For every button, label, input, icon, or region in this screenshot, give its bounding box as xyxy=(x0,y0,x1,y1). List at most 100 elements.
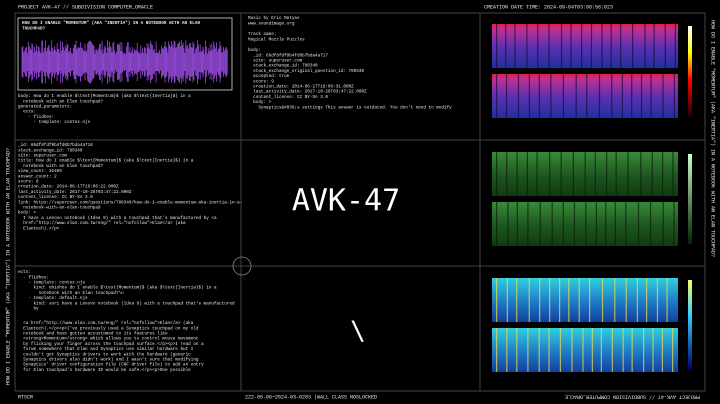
spec-stripe xyxy=(625,278,627,322)
text-line: Elantech).</p> xyxy=(18,226,60,231)
text-line: stack_exchange_id: 780340 xyxy=(18,148,83,153)
spec-stripe xyxy=(631,74,633,118)
spec-stripe xyxy=(538,328,540,372)
grid-frame xyxy=(14,12,706,392)
text-line: Music by Eric Matyas xyxy=(248,16,300,21)
spec-stripe xyxy=(538,74,540,118)
spec-stripe xyxy=(506,328,508,372)
question-title: HOW DO I ENABLE "MOMENTUM" (AKA "INERTIA… xyxy=(22,21,200,26)
text-line: Synaptics&#039;s settings This answer is… xyxy=(248,105,452,110)
text-line: href="http://www.elan.com.tw/eng/" rel="… xyxy=(18,221,186,226)
spec-stripe xyxy=(614,202,616,246)
spec-stripe xyxy=(585,202,587,246)
spec-stripe xyxy=(516,328,518,372)
colorbar xyxy=(688,26,692,116)
spec-stripe xyxy=(640,152,642,196)
spec-stripe xyxy=(610,24,612,68)
text-line: <strong>Momentum</strong> which allows y… xyxy=(18,337,199,342)
text-line: notebook with an Elan touchpad?\n xyxy=(18,291,124,296)
text-line: generated_parameters: xyxy=(18,105,72,110)
spec-stripe xyxy=(562,202,564,246)
spec-stripe xyxy=(560,24,563,68)
spec-stripe xyxy=(605,202,607,246)
text-line: - template: default.njs xyxy=(18,296,88,301)
spec-stripe xyxy=(582,328,584,372)
spec-stripe xyxy=(527,328,529,372)
spec-stripe xyxy=(614,278,616,322)
spec-stripe xyxy=(551,202,553,246)
spec-stripe xyxy=(560,152,562,196)
spec-stripe xyxy=(589,278,591,322)
spec-stripe xyxy=(496,328,498,372)
text-line: notebook and have gotten accustomed to i… xyxy=(18,332,168,337)
text-line: - flidhes: xyxy=(18,275,49,280)
spec-stripe xyxy=(646,278,648,322)
crosshair xyxy=(232,256,252,276)
text-line: view_count: 32469 xyxy=(18,169,62,174)
spec-stripe xyxy=(549,278,551,322)
spec-stripe xyxy=(496,278,498,322)
spec-stripe xyxy=(601,24,603,68)
spec-stripe xyxy=(631,328,633,372)
text-line: for Elan touchpad's hardware ID would be… xyxy=(18,368,191,373)
text-line: - flidhes: xyxy=(18,115,54,120)
text-line: accepted: true xyxy=(248,74,290,79)
spec-stripe xyxy=(621,74,623,118)
text-line: couldn't get Synaptics drivers to work w… xyxy=(18,352,191,357)
text-line: _id: 66df8fdf9b4fd6b7bda4a717 xyxy=(248,53,328,58)
spec-stripe xyxy=(506,152,508,196)
spec-stripe xyxy=(672,328,674,372)
side-right: HOW DO I ENABLE "MOMENTUM" (AKA "INERTIA… xyxy=(710,20,716,257)
spec-stripe xyxy=(662,152,664,196)
spec-stripe xyxy=(662,74,664,118)
spec-stripe xyxy=(640,74,643,118)
spec-stripe xyxy=(632,24,634,68)
footer-center: 222-05-06~2024-03-0203 |WALL CLASS NOSLO… xyxy=(245,394,377,400)
text-line: score: 8 xyxy=(18,180,39,185)
text-line: content_license: CC BY-SA 3.0 xyxy=(18,195,93,200)
text-line: _id: 66df8fdf9b4fd6b7bda4a716 xyxy=(17,143,93,148)
spec-stripe xyxy=(550,74,552,118)
spec-stripe xyxy=(496,202,498,246)
spectrogram xyxy=(492,278,678,322)
spec-stripe xyxy=(507,202,509,246)
waveform xyxy=(21,40,228,84)
spec-stripe xyxy=(598,74,601,118)
text-line: body: > xyxy=(18,211,36,216)
text-line: kind: sori have a Lenovo notebook (Idea … xyxy=(18,301,235,306)
text-line: notebook with an Elan touchpad? xyxy=(18,164,104,169)
spec-stripe xyxy=(622,328,624,372)
spec-stripe xyxy=(571,328,573,372)
spec-stripe xyxy=(672,152,674,196)
text-line: notebook with an Elan touchpad? xyxy=(18,99,104,104)
spec-stripe xyxy=(559,328,561,372)
spec-stripe xyxy=(578,278,580,322)
spec-stripe xyxy=(516,152,518,196)
spec-stripe xyxy=(600,328,602,372)
spec-stripe xyxy=(575,74,577,118)
spec-stripe xyxy=(606,152,608,196)
text-line: answer_count: 2 xyxy=(18,174,57,179)
text-line: - template: contex.njs xyxy=(18,120,91,125)
spec-stripe xyxy=(673,202,675,246)
text-line: stack_exchange_id: 780340 xyxy=(248,64,318,69)
spec-stripe xyxy=(591,328,593,372)
spectrogram xyxy=(492,328,678,372)
footer-right: PROJECT AVK-47 // SUBDIVISION COMPUTER_O… xyxy=(565,394,700,400)
footer-left: RTSCR xyxy=(18,394,33,400)
spec-stripe xyxy=(649,202,652,246)
spec-stripe xyxy=(506,278,508,322)
text-line: - template: contex.njs xyxy=(18,281,85,286)
spec-stripe xyxy=(539,278,541,322)
text-line: ectx: xyxy=(18,270,31,275)
text-line: creation_date: 2014-06-17T16:06:22.000Z xyxy=(18,185,119,190)
spec-stripe xyxy=(496,152,498,196)
text-line: creation_date: 2014-06-17T16:06:31.000Z xyxy=(248,85,354,90)
spec-stripe xyxy=(627,152,629,196)
spec-stripe xyxy=(650,74,652,118)
text-line: <a href="http://www.elan.com.tw/eng/" re… xyxy=(18,321,194,326)
spec-stripe xyxy=(595,202,597,246)
spec-stripe xyxy=(673,74,675,118)
spec-stripe xyxy=(496,74,498,118)
